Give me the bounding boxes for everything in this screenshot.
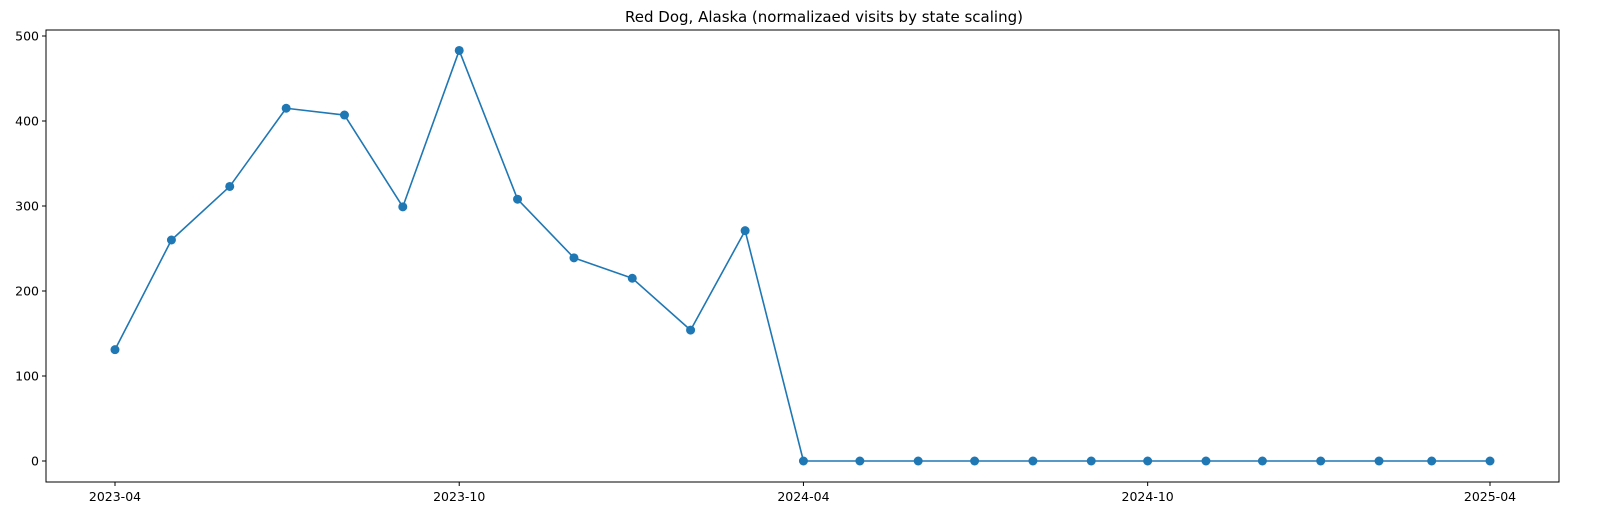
data-point [1201,456,1211,466]
data-point [1257,456,1267,466]
data-point [454,45,464,55]
y-axis: 0 100 200 300 400 500 [15,29,46,469]
y-tick-label: 500 [15,29,39,44]
x-tick-label: 2023-10 [433,489,485,504]
series-layer [110,45,1495,466]
y-tick-label: 0 [31,454,39,469]
data-point [1427,456,1437,466]
data-point [1143,456,1153,466]
x-tick-label: 2023-04 [89,489,141,504]
data-point [686,325,696,335]
data-point [913,456,923,466]
data-point [339,110,349,120]
data-point [798,456,808,466]
data-point [740,226,750,236]
data-point [1086,456,1096,466]
data-point [225,181,235,191]
data-point [398,202,408,212]
data-point [1485,456,1495,466]
data-point [855,456,865,466]
y-tick-label: 100 [15,369,39,384]
x-tick-label: 2024-10 [1122,489,1174,504]
data-point [166,235,176,245]
x-tick-label: 2024-04 [777,489,829,504]
y-tick-label: 300 [15,199,39,214]
data-point [513,194,523,204]
data-point [110,345,120,355]
y-tick-label: 200 [15,284,39,299]
data-point [569,253,579,263]
data-point [1374,456,1384,466]
chart-title: Red Dog, Alaska (normalizaed visits by s… [625,8,1023,26]
data-point [970,456,980,466]
x-axis: 2023-04 2023-10 2024-04 2024-10 2025-04 [89,482,1516,504]
series-line [114,49,1490,462]
y-tick-label: 400 [15,114,39,129]
data-point [1028,456,1038,466]
data-point [281,103,291,113]
data-point [627,273,637,283]
x-tick-label: 2025-04 [1464,489,1516,504]
data-point [1316,456,1326,466]
plot-frame [45,29,1560,483]
